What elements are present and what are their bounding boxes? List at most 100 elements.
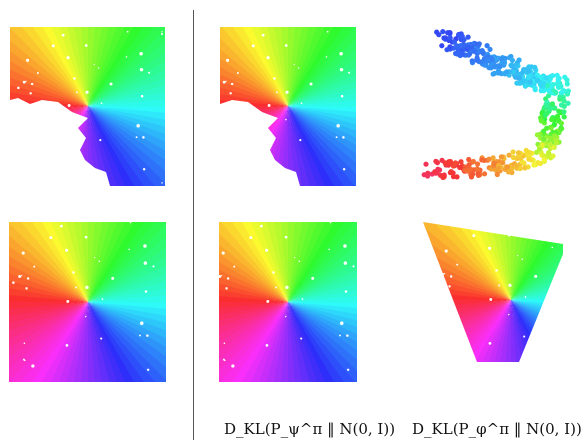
speckle	[277, 188, 280, 191]
hue-wedge	[423, 222, 511, 300]
scatter-point	[506, 152, 512, 158]
speckle	[72, 271, 75, 274]
speckle	[123, 188, 125, 190]
speckle	[204, 333, 207, 336]
speckle	[236, 72, 239, 74]
speckle	[126, 30, 129, 33]
speckle	[247, 188, 248, 189]
scatter-point	[490, 71, 496, 77]
hue-wedge	[288, 106, 356, 186]
speckle	[342, 136, 345, 139]
scatter-point	[546, 150, 552, 156]
speckle	[79, 210, 82, 213]
speckle	[85, 285, 89, 289]
speckle	[273, 77, 276, 80]
scatter-point	[561, 103, 567, 109]
speckle	[84, 235, 88, 239]
hue-wedge	[220, 27, 288, 106]
hue-wedge	[58, 222, 88, 302]
speckle	[396, 257, 398, 259]
hue-wedge	[288, 106, 348, 186]
speckle	[187, 198, 189, 200]
hue-wedge	[288, 106, 356, 186]
speckle	[75, 286, 78, 289]
hue-wedge	[220, 56, 288, 106]
speckle	[361, 31, 362, 32]
speckle	[261, 33, 265, 37]
hue-wedge	[288, 222, 357, 302]
hue-wedge	[88, 295, 166, 303]
speckle	[194, 374, 196, 376]
scatter-point	[526, 149, 533, 156]
speckle	[183, 206, 185, 208]
hue-wedge	[288, 302, 303, 382]
speckle	[390, 109, 391, 110]
speckle	[186, 76, 188, 78]
scatter-point	[541, 157, 547, 163]
hue-wedge	[288, 27, 356, 106]
speckle	[182, 245, 183, 246]
scatter-point	[495, 165, 501, 172]
speckle	[80, 20, 83, 23]
scatter-point	[531, 162, 537, 168]
speckle	[151, 198, 154, 201]
hue-wedge	[10, 45, 88, 106]
hue-wedge	[88, 106, 165, 186]
scatter-point	[494, 171, 500, 178]
speckle	[396, 259, 398, 261]
hue-wedge	[9, 222, 88, 302]
hue-wedge	[511, 222, 563, 300]
speckle	[53, 199, 56, 202]
hue-wedge	[288, 253, 357, 302]
speckle	[10, 199, 13, 202]
hue-wedge	[88, 27, 165, 106]
speckle	[326, 390, 328, 392]
panel-phi-full	[396, 186, 563, 396]
hue-wedge	[88, 302, 156, 382]
speckle	[84, 196, 86, 198]
hue-wedge	[220, 45, 288, 106]
speckle	[470, 186, 471, 187]
speckle	[196, 259, 198, 261]
hue-wedge	[219, 302, 288, 351]
hue-wedge	[220, 34, 288, 106]
hue-wedge	[288, 106, 313, 186]
speckle	[140, 94, 144, 98]
hue-wedge	[288, 27, 356, 106]
speckle	[490, 393, 493, 396]
speckle	[85, 118, 87, 121]
speckle	[143, 261, 148, 265]
speckle	[249, 0, 250, 1]
scatter-point	[510, 154, 516, 161]
scatter-point	[458, 43, 464, 49]
hue-wedge	[238, 106, 288, 186]
hue-wedge	[220, 27, 288, 106]
speckle	[186, 392, 189, 395]
speckle	[266, 145, 270, 148]
speckle	[187, 220, 189, 222]
scatter-point	[465, 44, 471, 50]
speckle	[229, 92, 232, 95]
speckle	[75, 203, 76, 204]
speckle	[385, 325, 387, 327]
speckle	[524, 296, 527, 298]
speckle	[376, 53, 377, 54]
scatter-point	[561, 98, 567, 104]
speckle	[267, 395, 270, 398]
hue-wedge	[10, 34, 88, 106]
hue-wedge	[288, 106, 356, 186]
scatter-point	[549, 101, 556, 107]
speckle	[339, 67, 344, 72]
speckle	[217, 87, 220, 90]
speckle	[409, 390, 412, 393]
speckle	[284, 196, 286, 198]
speckle	[344, 290, 348, 293]
speckle	[186, 186, 188, 188]
speckle	[126, 390, 128, 392]
scatter-point	[466, 156, 472, 163]
speckle	[139, 321, 144, 325]
speckle	[507, 194, 509, 196]
hue-wedge	[288, 27, 356, 106]
speckle	[26, 277, 30, 280]
hue-wedge	[88, 106, 165, 186]
